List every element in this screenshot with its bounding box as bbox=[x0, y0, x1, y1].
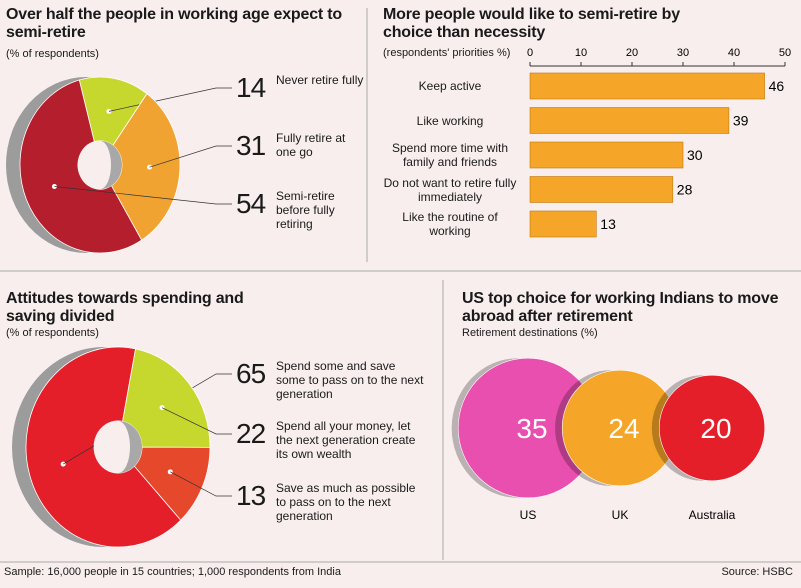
chart-title: More people would like to semi-retire by… bbox=[383, 6, 680, 41]
x-tick-label: 30 bbox=[677, 47, 689, 59]
value-label: 54 bbox=[236, 188, 266, 219]
value-label: 39 bbox=[733, 113, 749, 129]
pie-slice bbox=[19, 79, 143, 254]
bar bbox=[529, 107, 730, 134]
value-label: 14 bbox=[236, 72, 266, 103]
leader-line bbox=[170, 471, 232, 497]
leader-line bbox=[161, 407, 232, 435]
x-tick-label: 10 bbox=[575, 47, 587, 59]
bar bbox=[529, 176, 674, 203]
category-label: Keep active bbox=[418, 79, 482, 93]
bar bbox=[529, 210, 597, 238]
category-label: Australia bbox=[689, 508, 736, 522]
category-label: Fully retire at one go bbox=[276, 131, 346, 159]
category-label: Never retire fully bbox=[276, 73, 364, 87]
category-label: Spend some and save some to pass on to t… bbox=[276, 359, 424, 401]
footer-source: Source: HSBC bbox=[721, 566, 793, 578]
chart-subtitle: Retirement destinations (%) bbox=[462, 327, 598, 339]
footer-sample: Sample: 16,000 people in 15 countries; 1… bbox=[4, 566, 341, 578]
category-label: Like the routine of working bbox=[402, 210, 498, 238]
category-label: US bbox=[520, 508, 537, 522]
chart-subtitle: (% of respondents) bbox=[6, 48, 99, 60]
category-label: Spend all your money, let the next gener… bbox=[276, 419, 416, 461]
category-label: UK bbox=[612, 508, 629, 522]
chart-title: US top choice for working Indians to mov… bbox=[462, 290, 779, 325]
bubble bbox=[658, 374, 766, 482]
category-label: Spend more time with family and friends bbox=[391, 141, 509, 169]
x-tick-label: 0 bbox=[527, 47, 533, 59]
chart-title: Over half the people in working age expe… bbox=[6, 6, 342, 41]
pie-hole-shade bbox=[118, 420, 142, 474]
category-label: Semi-retire before fully retiring bbox=[276, 189, 335, 231]
pie-hole-shade bbox=[100, 140, 122, 190]
x-tick-label: 50 bbox=[779, 47, 791, 59]
value-label: 65 bbox=[236, 358, 266, 389]
value-label: 20 bbox=[700, 413, 731, 444]
value-label: 13 bbox=[236, 480, 266, 511]
x-tick-label: 20 bbox=[626, 47, 638, 59]
value-label: 35 bbox=[516, 413, 547, 444]
value-label: 31 bbox=[236, 130, 266, 161]
leader-line bbox=[54, 186, 232, 205]
bar bbox=[529, 141, 684, 169]
value-label: 22 bbox=[236, 418, 266, 449]
chart-subtitle: (% of respondents) bbox=[6, 327, 99, 339]
category-label: Like working bbox=[416, 113, 484, 128]
category-label: Save as much as possible to pass on to t… bbox=[276, 481, 416, 523]
category-label: Do not want to retire fully immediately bbox=[383, 175, 517, 204]
value-label: 28 bbox=[677, 182, 693, 198]
value-label: 30 bbox=[687, 147, 703, 163]
value-label: 46 bbox=[769, 78, 785, 94]
x-tick-label: 40 bbox=[728, 47, 740, 59]
bar bbox=[529, 72, 765, 100]
leader-line bbox=[149, 145, 232, 168]
chart-subtitle: (respondents' priorities %) bbox=[383, 47, 511, 59]
chart-title: Attitudes towards spending and saving di… bbox=[6, 290, 244, 325]
value-label: 24 bbox=[608, 413, 639, 444]
value-label: 13 bbox=[600, 216, 616, 232]
